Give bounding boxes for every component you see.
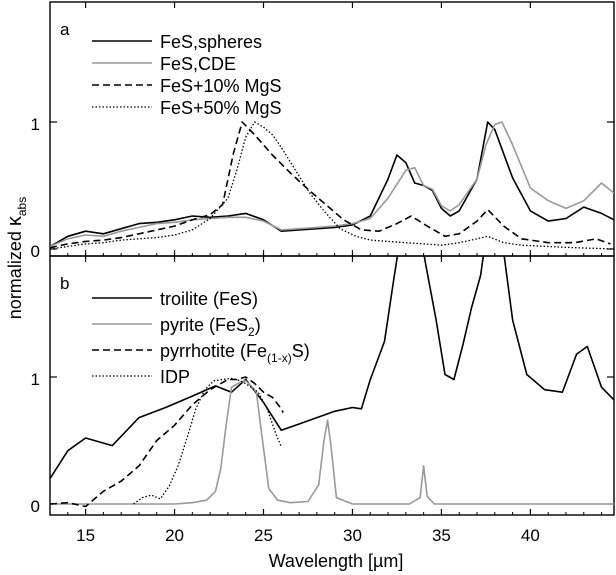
legend-b-label-4: IDP bbox=[160, 367, 190, 387]
panel-b-series-pyrrhotite-fe-1-x-s bbox=[50, 376, 284, 508]
panel-a-series-fes-50-mgs bbox=[50, 121, 614, 250]
panel-b-series-pyrite-fes2 bbox=[50, 379, 614, 505]
panel-b-frame bbox=[49, 255, 615, 516]
panel-a-series-fes-spheres bbox=[50, 121, 614, 248]
legend-a-label-1: FeS,spheres bbox=[160, 32, 262, 52]
x-tick-label-35: 35 bbox=[432, 526, 451, 545]
legend-b-label-2-suffix: ) bbox=[255, 315, 261, 335]
panel-a-series-fes-10-mgs bbox=[50, 121, 611, 249]
x-axis-label: Wavelength [µm] bbox=[269, 551, 404, 571]
y-axis-label-kappa: κ bbox=[4, 215, 26, 226]
legend-b-label-2-prefix: pyrite (FeS bbox=[160, 315, 248, 335]
legend-b-label-3: pyrrhotite (Fe(1-x)S) bbox=[160, 341, 310, 365]
legend-b-label-3-prefix: pyrrhotite (Fe bbox=[160, 341, 267, 361]
panel-b-series bbox=[50, 256, 614, 508]
y-axis-label-sub: abs bbox=[15, 197, 29, 216]
x-tick-label-30: 30 bbox=[343, 526, 362, 545]
panel-a-frame bbox=[49, 1, 615, 257]
panel-a-ytick-0: 0 bbox=[31, 242, 40, 261]
legend-b-label-1-text: troilite (FeS) bbox=[160, 289, 258, 309]
panel-a-ytick-1: 1 bbox=[31, 115, 40, 134]
panel-a-series-fes-cde bbox=[50, 121, 614, 248]
y-axis-label: normalized κabs bbox=[4, 197, 29, 319]
panel-b-legend: troilite (FeS) pyrite (FeS2) pyrrhotite … bbox=[92, 289, 310, 387]
legend-b-label-3-sub: (1-x) bbox=[267, 351, 292, 365]
legend-a-label-4: FeS+50% MgS bbox=[160, 98, 282, 118]
legend-b-label-1: troilite (FeS) bbox=[160, 289, 258, 309]
legend-b-label-4-text: IDP bbox=[160, 367, 190, 387]
x-tick-label-25: 25 bbox=[254, 526, 273, 545]
panel-a-label: a bbox=[60, 20, 70, 39]
legend-a-label-3: FeS+10% MgS bbox=[160, 76, 282, 96]
x-tick-label-15: 15 bbox=[76, 526, 95, 545]
x-tick-label-20: 20 bbox=[165, 526, 184, 545]
legend-a-label-2: FeS,CDE bbox=[160, 54, 236, 74]
panel-b-ytick-0: 0 bbox=[31, 497, 40, 516]
legend-b-label-2: pyrite (FeS2) bbox=[160, 315, 261, 339]
panel-a-series bbox=[50, 121, 614, 250]
panel-b-series-idp bbox=[133, 377, 282, 505]
panel-b-ytick-1: 1 bbox=[31, 370, 40, 389]
legend-b-label-2-sub: 2 bbox=[248, 325, 255, 339]
tick-marks bbox=[49, 2, 614, 515]
y-axis-label-text: normalized bbox=[5, 231, 25, 319]
x-tick-labels: 15 20 25 30 35 40 bbox=[76, 526, 540, 545]
panel-b-label: b bbox=[60, 274, 69, 293]
panel-b-series-troilite-fes bbox=[50, 256, 614, 480]
x-tick-label-40: 40 bbox=[521, 526, 540, 545]
panel-a-legend: FeS,spheres FeS,CDE FeS+10% MgS FeS+50% … bbox=[92, 32, 282, 118]
legend-b-label-3-suffix: S) bbox=[292, 341, 310, 361]
